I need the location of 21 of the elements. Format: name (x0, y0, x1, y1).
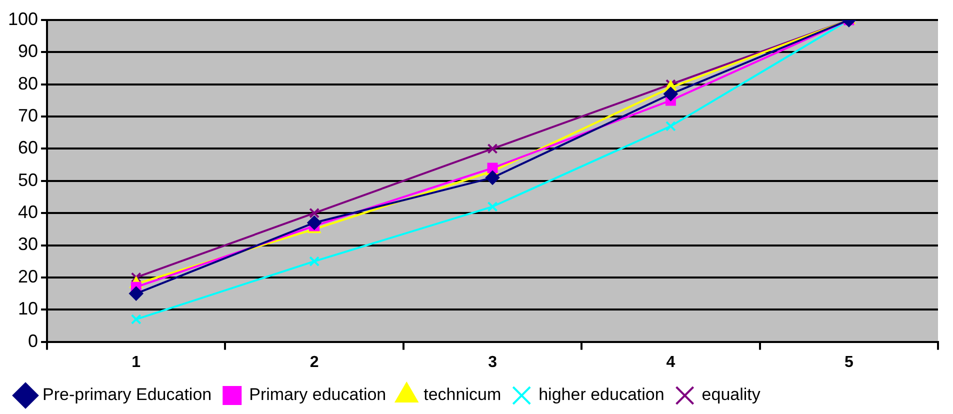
legend-label: equality (702, 385, 761, 404)
y-tick-label: 40 (18, 202, 38, 222)
legend-label: higher education (538, 385, 664, 404)
y-tick-label: 60 (18, 138, 38, 158)
x-tick-label: 1 (132, 354, 141, 371)
x-tick-label: 5 (844, 354, 854, 371)
y-tick-label: 30 (18, 234, 38, 254)
y-tick-label: 100 (8, 8, 38, 29)
y-tick-label: 70 (18, 106, 38, 126)
y-tick-label: 50 (18, 170, 38, 190)
y-tick-label: 10 (18, 298, 38, 319)
x-tick-label: 4 (666, 354, 676, 371)
legend-label: Primary education (249, 385, 386, 404)
legend-label: Pre-primary Education (42, 385, 212, 404)
y-tick-label: 90 (18, 41, 38, 62)
legend-label: technicum (424, 385, 502, 404)
y-tick-label: 80 (18, 73, 38, 94)
y-tick-label: 0 (28, 330, 38, 351)
x-tick-label: 3 (488, 354, 498, 371)
x-tick-label: 2 (310, 354, 319, 371)
y-tick-label: 20 (18, 266, 38, 286)
